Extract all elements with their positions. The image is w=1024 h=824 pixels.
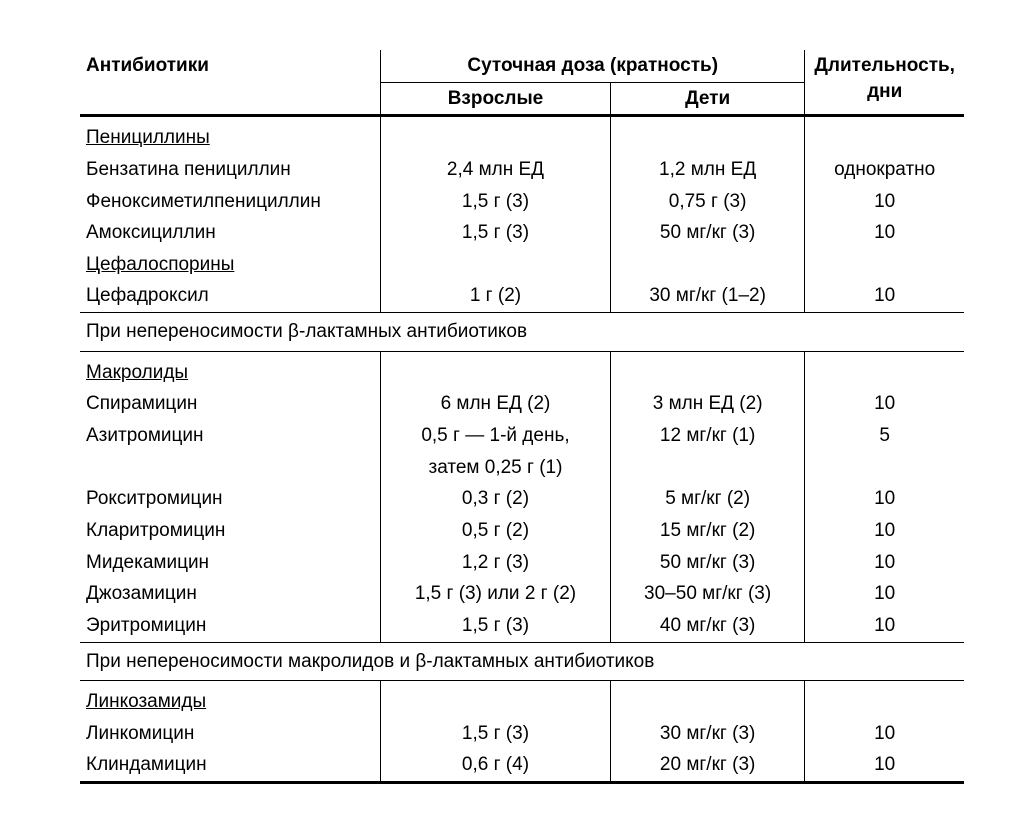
table-row: Линкомицин 1,5 г (3) 30 мг/кг (3) 10 xyxy=(80,718,964,750)
group-lincosamides: Линкозамиды xyxy=(80,681,381,718)
dose-child: 1,2 млн ЕД xyxy=(610,154,804,186)
table-row: Клиндамицин 0,6 г (4) 20 мг/кг (3) 10 xyxy=(80,749,964,782)
header-dose: Суточная доза (кратность) xyxy=(381,50,805,82)
note-macro-beta-intolerance: При непереносимости макролидов и β-лакта… xyxy=(80,642,964,681)
table-row: Феноксиметилпенициллин 1,5 г (3) 0,75 г … xyxy=(80,186,964,218)
group-cephalosporins: Цефалоспорины xyxy=(80,249,381,281)
header-antibiotics: Антибиотики xyxy=(80,50,381,116)
table-row: Эритромицин 1,5 г (3) 40 мг/кг (3) 10 xyxy=(80,610,964,642)
table-row: Цефадроксил 1 г (2) 30 мг/кг (1–2) 10 xyxy=(80,280,964,312)
table-row: Мидекамицин 1,2 г (3) 50 мг/кг (3) 10 xyxy=(80,547,964,579)
table-row: Кларитромицин 0,5 г (2) 15 мг/кг (2) 10 xyxy=(80,515,964,547)
note-beta-intolerance: При непереносимости β-лактамных антибиот… xyxy=(80,313,964,352)
table-row: Азитромицин 0,5 г — 1-й день, 12 мг/кг (… xyxy=(80,420,964,452)
group-penicillins: Пенициллины xyxy=(80,116,381,154)
table-row: Амоксициллин 1,5 г (3) 50 мг/кг (3) 10 xyxy=(80,217,964,249)
group-macrolides: Макролиды xyxy=(80,351,381,388)
table-row: Спирамицин 6 млн ЕД (2) 3 млн ЕД (2) 10 xyxy=(80,388,964,420)
drug-name: Бензатина пенициллин xyxy=(80,154,381,186)
antibiotics-table: Антибиотики Суточная доза (кратность) Дл… xyxy=(80,50,964,784)
header-adults: Взрослые xyxy=(381,82,611,116)
duration: однократно xyxy=(805,154,964,186)
header-duration: Длительность, дни xyxy=(805,50,964,116)
table-row: затем 0,25 г (1) xyxy=(80,452,964,484)
table-row: Джозамицин 1,5 г (3) или 2 г (2) 30–50 м… xyxy=(80,578,964,610)
table-row: Бензатина пенициллин 2,4 млн ЕД 1,2 млн … xyxy=(80,154,964,186)
table-row: Рокситромицин 0,3 г (2) 5 мг/кг (2) 10 xyxy=(80,483,964,515)
dose-adult: 2,4 млн ЕД xyxy=(381,154,611,186)
header-children: Дети xyxy=(610,82,804,116)
